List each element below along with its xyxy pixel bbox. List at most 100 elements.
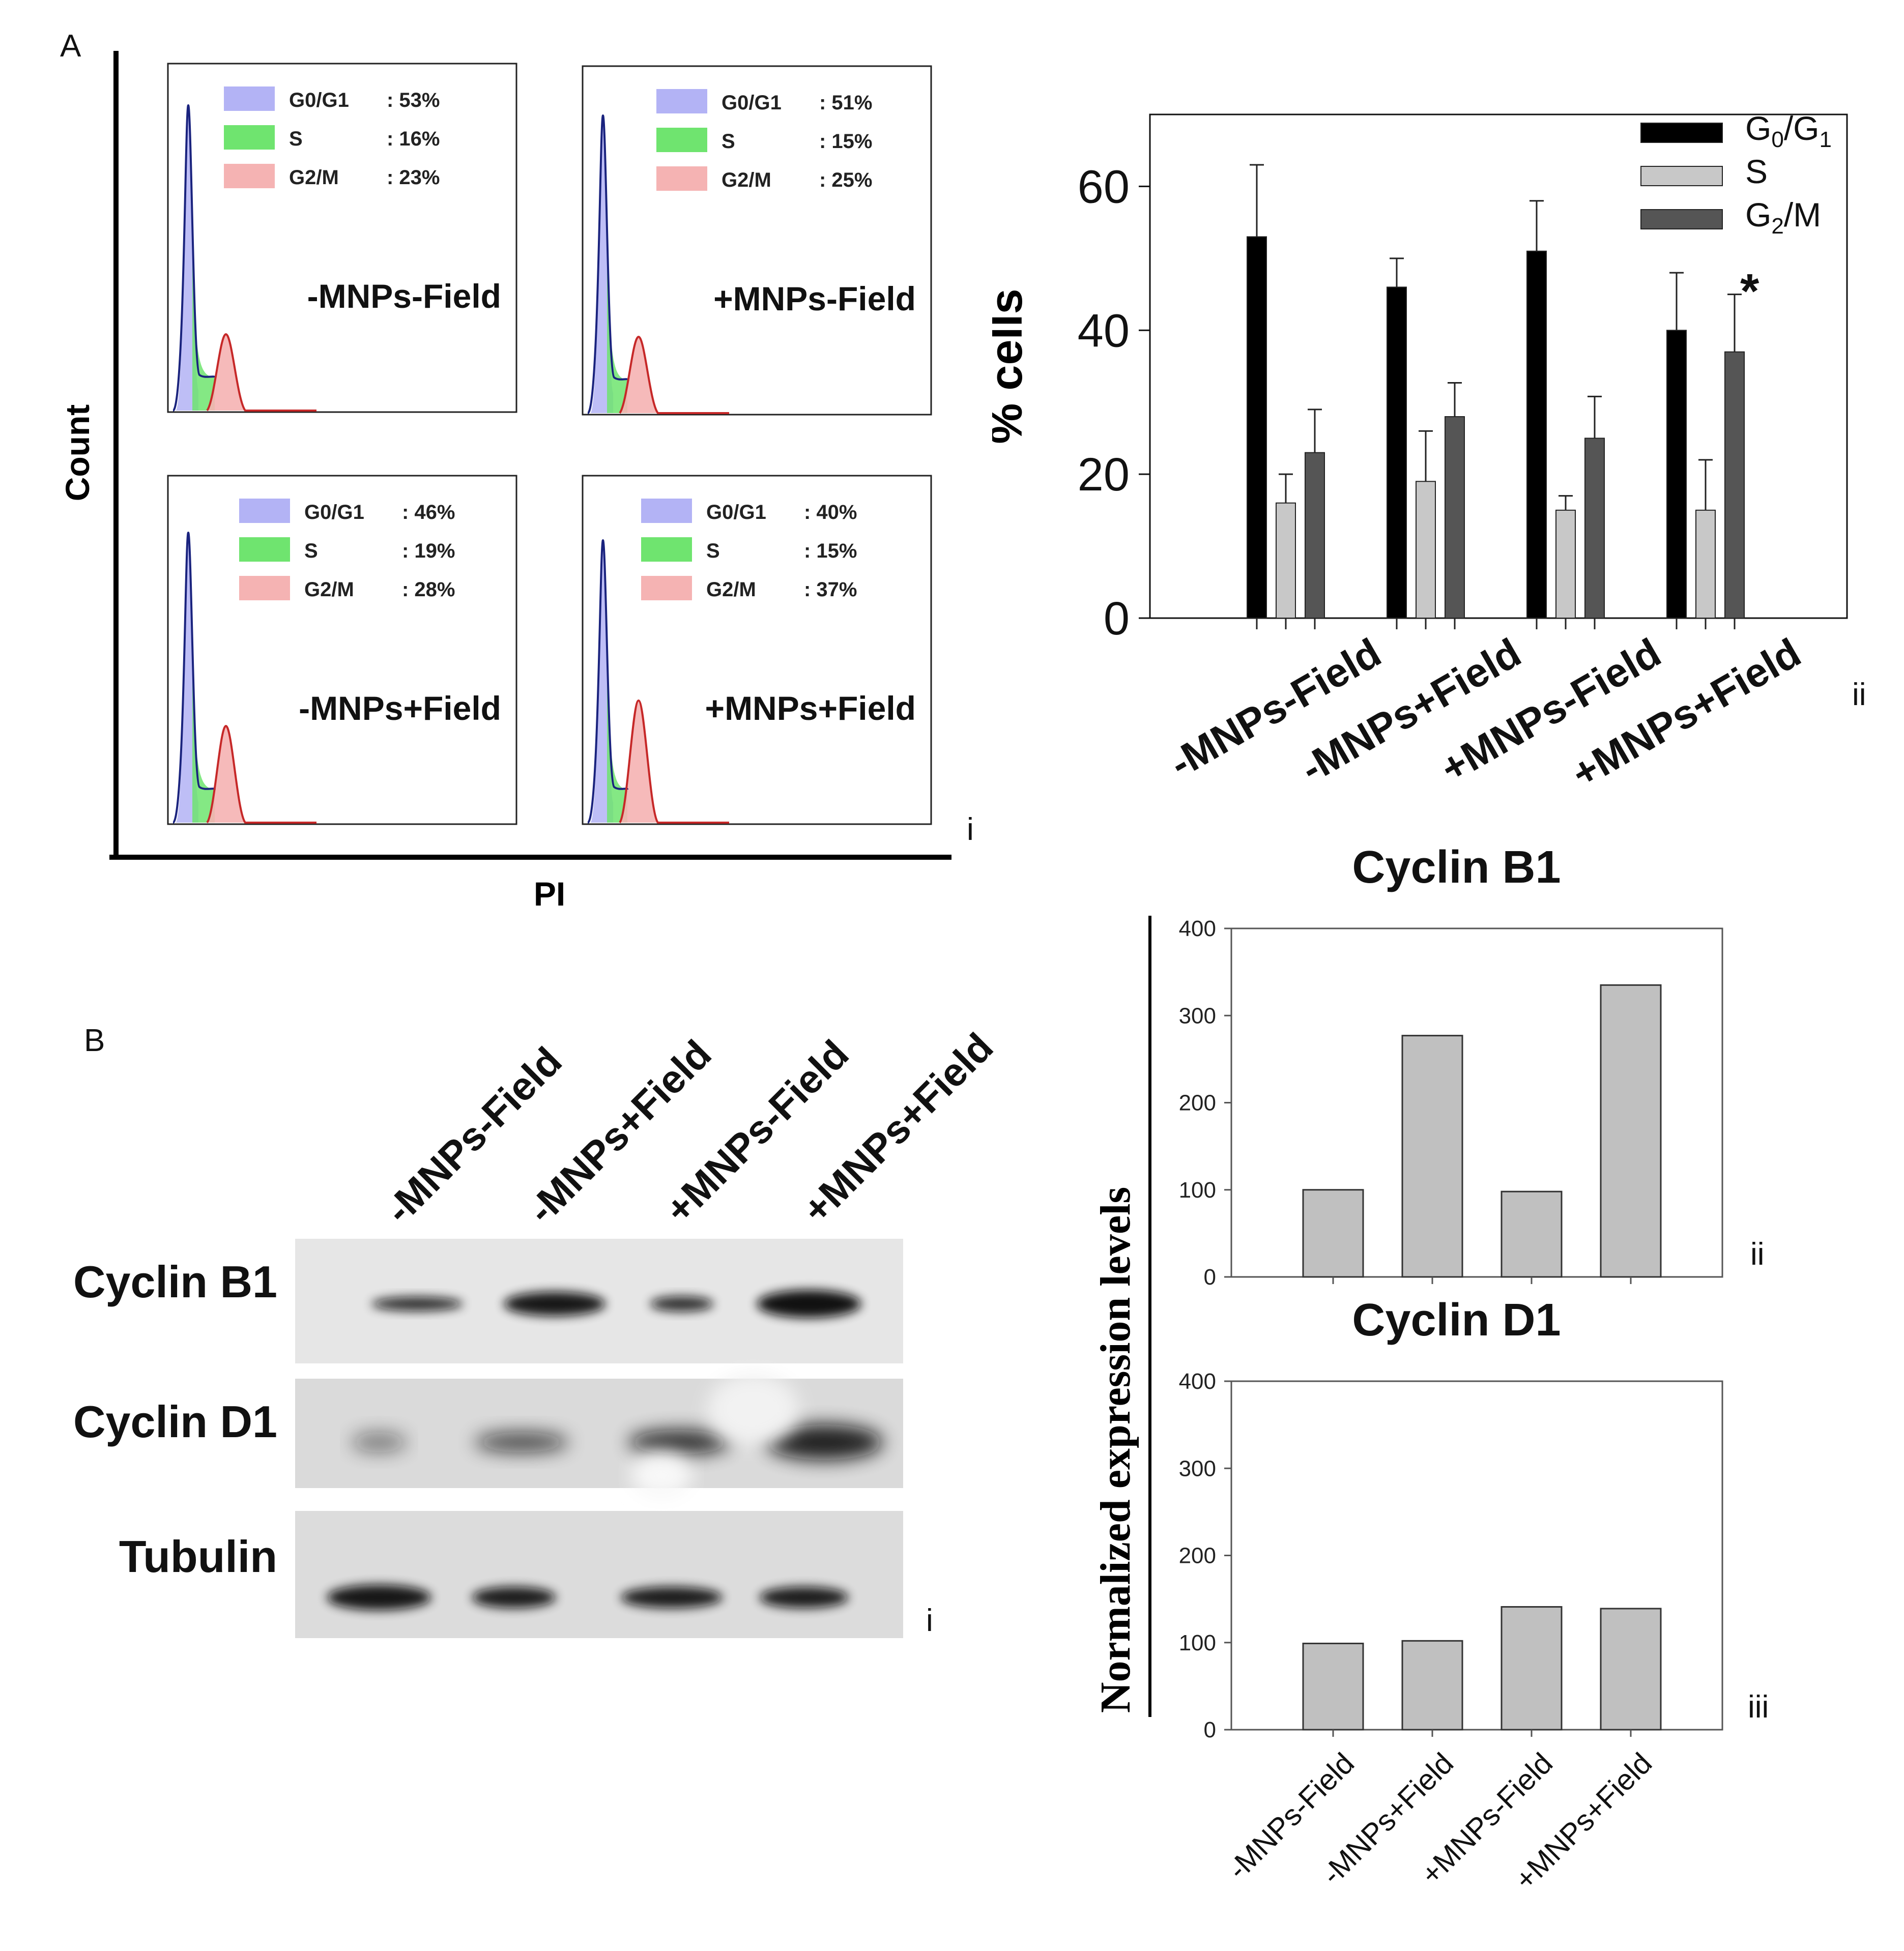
blot-band bbox=[327, 1585, 431, 1610]
bar bbox=[1401, 1035, 1463, 1278]
g2m-peak-outline bbox=[619, 699, 729, 824]
legend-swatch bbox=[1640, 209, 1723, 229]
sublabel-a-i: i bbox=[967, 812, 974, 847]
bar bbox=[1724, 351, 1745, 619]
blot-row: Cyclin B1 bbox=[73, 1239, 903, 1363]
sublabel-b-iii: iii bbox=[1748, 1690, 1769, 1725]
bar bbox=[1276, 502, 1296, 619]
y-tick-label: 200 bbox=[1179, 1544, 1216, 1568]
legend-swatch bbox=[239, 499, 290, 523]
bar bbox=[1600, 984, 1662, 1278]
legend-series-label: G2/M bbox=[1745, 196, 1821, 239]
y-tick-label: 100 bbox=[1179, 1178, 1216, 1203]
bar bbox=[1501, 1190, 1563, 1278]
g2m-peak-outline bbox=[206, 724, 316, 824]
blot-row-label: Tubulin bbox=[119, 1531, 277, 1582]
histogram-outline bbox=[587, 539, 628, 824]
legend-percent-value: : 40% bbox=[804, 501, 857, 523]
y-tick-label: 300 bbox=[1179, 1456, 1216, 1481]
blot-band bbox=[628, 1430, 730, 1454]
bar bbox=[1247, 236, 1267, 619]
panel-label-a: A bbox=[60, 28, 81, 64]
g2m-fill bbox=[620, 701, 658, 823]
histogram-outline bbox=[172, 104, 216, 412]
blot-row-label: Cyclin D1 bbox=[73, 1396, 277, 1447]
y-tick-label: 0 bbox=[1204, 1265, 1216, 1290]
legend-swatch bbox=[224, 164, 275, 188]
blot-row: Tubulin bbox=[119, 1511, 903, 1638]
sublabel-b-ii: ii bbox=[1750, 1237, 1765, 1272]
flow-plot-title: +MNPs+Field bbox=[705, 689, 916, 727]
blot-band bbox=[351, 1432, 407, 1452]
cell-cycle-bar-chart: % cells 0204060-MNPs-Field-MNPs+Field+MN… bbox=[992, 109, 1848, 797]
legend-percent-value: : 23% bbox=[387, 166, 440, 189]
g2m-peak-outline bbox=[619, 335, 729, 414]
blot-band bbox=[621, 1587, 723, 1608]
legend-percent-value: : 19% bbox=[402, 540, 455, 562]
legend-series-label: G0/G1 bbox=[1745, 109, 1832, 152]
bar bbox=[1387, 286, 1407, 619]
blot-artifact bbox=[631, 1452, 692, 1498]
sublabel-a-ii: ii bbox=[1852, 677, 1866, 712]
expression-bar-charts: Normalized expression levels Cyclin B1 0 1… bbox=[1092, 842, 1723, 1897]
legend-swatch bbox=[656, 89, 707, 113]
y-tick-label: 400 bbox=[1179, 916, 1216, 941]
legend-percent-value: : 25% bbox=[819, 169, 873, 191]
legend-percent-value: : 15% bbox=[804, 540, 857, 562]
legend-swatch bbox=[224, 125, 275, 150]
cells-plot-frame bbox=[1149, 113, 1848, 619]
flow-histogram: G0/G1: 40% S: 15% G2/M: 37% +MNPs+Field bbox=[582, 475, 932, 825]
legend-swatch bbox=[224, 86, 275, 111]
y-tick-label: 0 bbox=[1204, 1717, 1216, 1742]
y-tick-label: 400 bbox=[1179, 1369, 1216, 1394]
y-tick-label: 60 bbox=[1078, 161, 1130, 213]
histogram-outline bbox=[587, 114, 628, 414]
g2m-fill bbox=[207, 334, 245, 411]
histogram-outline bbox=[172, 531, 216, 824]
y-tick-label: 200 bbox=[1179, 1091, 1216, 1116]
legend-percent-value: : 53% bbox=[387, 89, 440, 111]
legend-percent-value: : 46% bbox=[402, 501, 455, 523]
legend-phase-label: G2/M bbox=[304, 578, 354, 601]
y-tick-label: 100 bbox=[1179, 1630, 1216, 1655]
blot-band bbox=[759, 1587, 849, 1608]
flow-plot-title: -MNPs+Field bbox=[299, 689, 501, 727]
legend-phase-label: S bbox=[722, 130, 735, 153]
bar bbox=[1526, 250, 1547, 619]
g2m-fill bbox=[620, 337, 658, 413]
legend-swatch bbox=[1640, 123, 1723, 143]
blot-artifact bbox=[707, 1374, 799, 1445]
legend-phase-label: G0/G1 bbox=[289, 89, 349, 111]
bar bbox=[1302, 1642, 1364, 1731]
flow-cytometry-figure: Count PI G0/G1: 53% S: 16% G2/M: 23% -MNPs-… bbox=[59, 51, 951, 913]
blot-band bbox=[766, 1424, 883, 1460]
flow-histogram: G0/G1: 51% S: 15% G2/M: 25% +MNPs-Field bbox=[582, 65, 932, 416]
legend-phase-label: G0/G1 bbox=[304, 501, 364, 523]
flow-y-label: Count bbox=[59, 404, 96, 502]
expression-chart-title: Cyclin B1 bbox=[1352, 842, 1561, 893]
blot-band bbox=[472, 1587, 556, 1608]
western-blot-figure: -MNPs-Field-MNPs+Field+MNPs-Field+MNPs+F… bbox=[73, 1024, 1001, 1638]
expression-y-label: Normalized expression levels bbox=[1092, 1187, 1139, 1713]
legend-swatch bbox=[239, 537, 290, 562]
legend-swatch bbox=[641, 537, 692, 562]
s-phase-fill bbox=[607, 670, 627, 823]
blot-band bbox=[371, 1297, 463, 1311]
bar bbox=[1302, 1189, 1364, 1278]
flow-plot-title: +MNPs-Field bbox=[713, 280, 916, 317]
flow-histogram: G0/G1: 53% S: 16% G2/M: 23% -MNPs-Field bbox=[167, 63, 517, 413]
y-tick-label: 20 bbox=[1078, 449, 1130, 501]
y-tick-label: 0 bbox=[1104, 593, 1130, 645]
bar bbox=[1666, 330, 1687, 619]
legend-phase-label: S bbox=[289, 128, 303, 150]
legend-percent-value: : 15% bbox=[819, 130, 873, 153]
legend-phase-label: G2/M bbox=[289, 166, 339, 189]
legend-swatch bbox=[656, 166, 707, 191]
legend-percent-value: : 37% bbox=[804, 578, 857, 601]
legend-phase-label: S bbox=[304, 540, 318, 562]
legend-phase-label: G0/G1 bbox=[722, 92, 782, 114]
blot-band bbox=[757, 1290, 861, 1318]
legend-phase-label: G0/G1 bbox=[706, 501, 766, 523]
legend-swatch bbox=[641, 499, 692, 523]
legend-percent-value: : 51% bbox=[819, 92, 873, 114]
